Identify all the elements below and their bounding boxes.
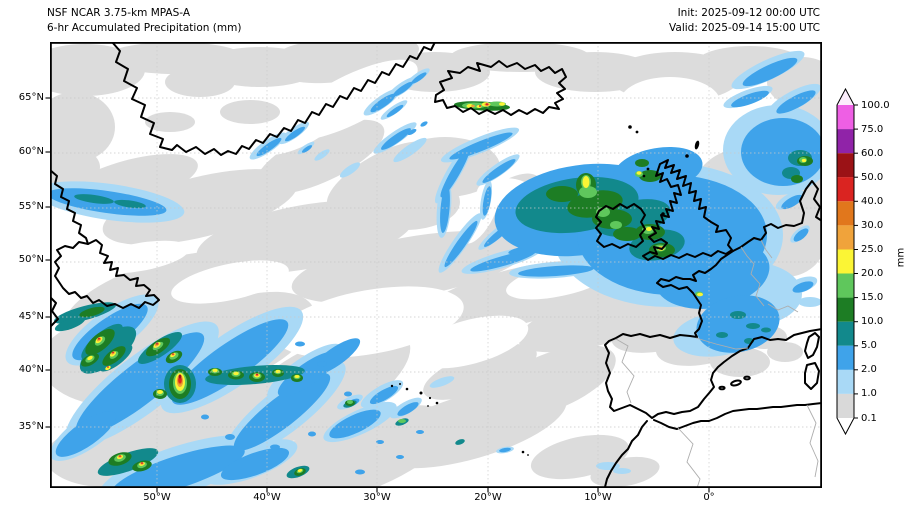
cb-label-60: 60.0 bbox=[861, 147, 884, 159]
cb-label-1: 1.0 bbox=[861, 388, 877, 400]
lon-tick-0: 0° bbox=[703, 492, 715, 503]
graticule bbox=[50, 42, 822, 488]
map-canvas bbox=[50, 42, 822, 488]
colorbar-seg-2-5 bbox=[837, 345, 854, 370]
lon-tick-20w: 20°W bbox=[474, 492, 502, 503]
colorbar-over-arrow bbox=[837, 89, 854, 105]
cb-label-75: 75.0 bbox=[861, 123, 884, 135]
init-time: Init: 2025-09-12 00:00 UTC bbox=[677, 7, 820, 19]
map-frame bbox=[50, 42, 822, 488]
colorbar-seg-50-60 bbox=[837, 153, 854, 178]
colorbar-seg-25-30 bbox=[837, 225, 854, 250]
colorbar-under-arrow bbox=[837, 418, 854, 434]
colorbar-ticks bbox=[854, 104, 858, 419]
small-islands bbox=[390, 125, 700, 456]
cb-label-2: 2.0 bbox=[861, 364, 877, 376]
colorbar bbox=[836, 87, 858, 436]
colorbar-seg-30-40 bbox=[837, 201, 854, 226]
colorbar-seg-75-100 bbox=[837, 105, 854, 130]
lat-tick-45n: 45°N bbox=[18, 311, 44, 322]
open-coastlines bbox=[50, 169, 822, 488]
lat-tick-50n: 50°N bbox=[18, 254, 44, 265]
colorbar-seg-5-10 bbox=[837, 321, 854, 346]
cb-label-30: 30.0 bbox=[861, 219, 884, 231]
lon-tick-50w: 50°W bbox=[143, 492, 171, 503]
cb-label-15: 15.0 bbox=[861, 292, 884, 304]
model-name: NSF NCAR 3.75-km MPAS-A bbox=[47, 7, 191, 19]
lat-tick-55n: 55°N bbox=[18, 201, 44, 212]
cb-label-10: 10.0 bbox=[861, 316, 884, 328]
axis-ticks bbox=[45, 97, 710, 493]
cb-label-100: 100.0 bbox=[861, 99, 890, 111]
precip-40-50mm-layer bbox=[97, 103, 489, 464]
field-name: 6-hr Accumulated Precipitation (mm) bbox=[47, 22, 242, 34]
lon-tick-40w: 40°W bbox=[253, 492, 281, 503]
country-borders bbox=[615, 239, 819, 488]
lon-tick-30w: 30°W bbox=[363, 492, 391, 503]
cb-label-20: 20.0 bbox=[861, 268, 884, 279]
cb-label-40: 40.0 bbox=[861, 195, 884, 207]
colorbar-seg-20-25 bbox=[837, 249, 854, 274]
run-times: Init: 2025-09-12 00:00 UTC Valid: 2025-09… bbox=[669, 6, 820, 36]
cb-label-5: 5.0 bbox=[861, 340, 877, 352]
valid-time: Valid: 2025-09-14 15:00 UTC bbox=[669, 22, 820, 34]
cb-label-50: 50.0 bbox=[861, 171, 884, 183]
colorbar-seg-40-50 bbox=[837, 177, 854, 202]
lat-tick-40n: 40°N bbox=[18, 364, 44, 375]
lon-tick-10w: 10°W bbox=[584, 492, 612, 503]
cb-label-01: 0.1 bbox=[861, 412, 877, 424]
lat-tick-60n: 60°N bbox=[18, 146, 44, 157]
colorbar-seg-01-1 bbox=[837, 393, 854, 418]
colorbar-seg-15-20 bbox=[837, 273, 854, 298]
lat-tick-35n: 35°N bbox=[18, 421, 44, 432]
colorbar-seg-10-15 bbox=[837, 297, 854, 322]
figure-title: NSF NCAR 3.75-km MPAS-A 6-hr Accumulated … bbox=[47, 6, 241, 36]
cb-label-25: 25.0 bbox=[861, 244, 884, 255]
colorbar-seg-60-75 bbox=[837, 129, 854, 154]
lat-tick-65n: 65°N bbox=[18, 92, 44, 103]
colorbar-seg-1-2 bbox=[837, 369, 854, 394]
